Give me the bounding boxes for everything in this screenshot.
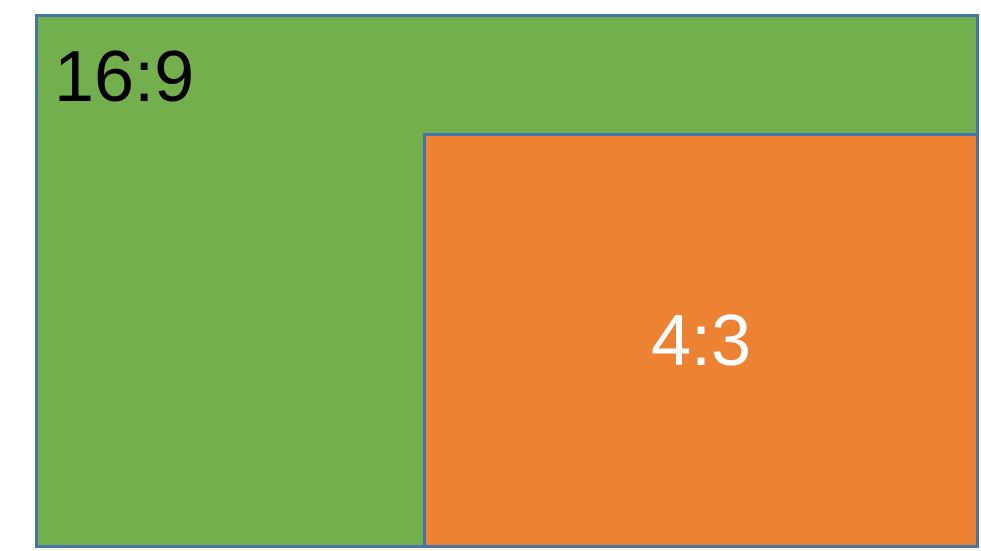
label-4-3: 4:3: [650, 300, 752, 381]
rect-4-3: 4:3: [423, 133, 979, 548]
label-16-9: 16:9: [54, 37, 195, 117]
